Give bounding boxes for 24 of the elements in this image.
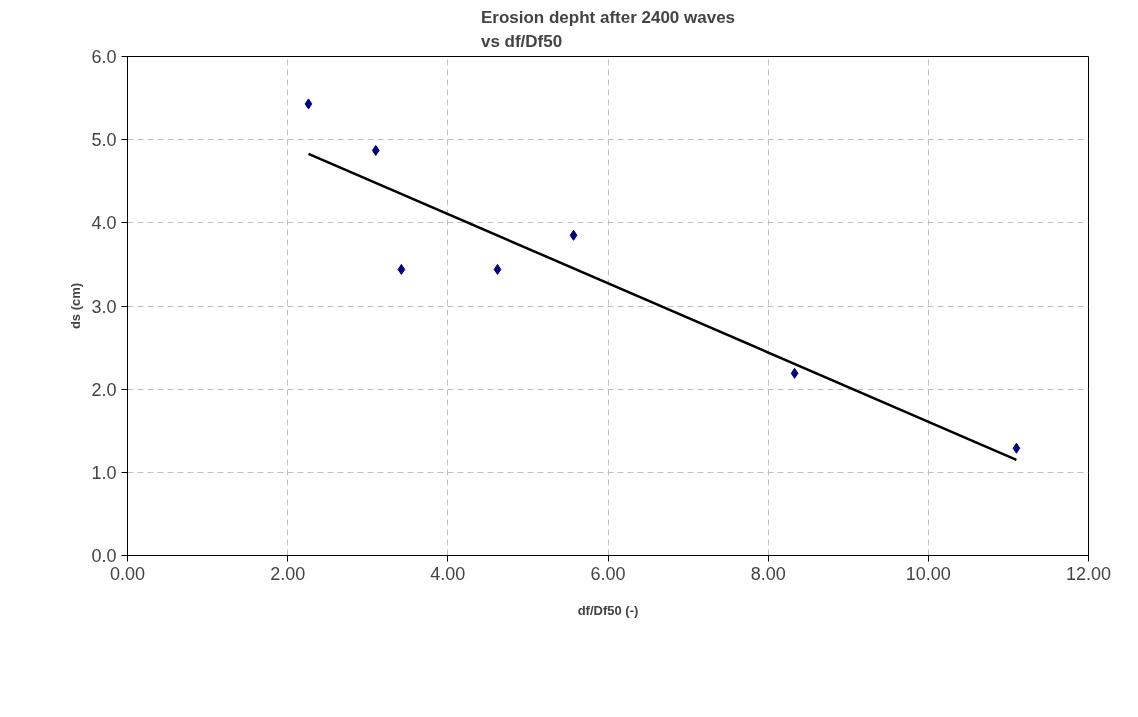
x-tick-label: 10.00 bbox=[905, 563, 951, 584]
point bbox=[569, 229, 578, 241]
y-axis-title: ds (cm) bbox=[68, 282, 84, 330]
x-tick-label: 6.00 bbox=[590, 563, 626, 584]
y-tick-label: 4.0 bbox=[91, 213, 117, 234]
y-tick-label: 6.0 bbox=[91, 47, 117, 67]
x-tick-label: 8.00 bbox=[750, 563, 786, 584]
point bbox=[790, 367, 799, 379]
point bbox=[304, 98, 313, 110]
y-tick-label: 3.0 bbox=[91, 296, 117, 317]
chart-title: Erosion depht after 2400 waves vs df/Df50 bbox=[480, 7, 736, 52]
y-tick-label: 2.0 bbox=[91, 379, 117, 400]
y-tick-label: 5.0 bbox=[91, 130, 117, 151]
y-tick-label: 0.0 bbox=[91, 546, 117, 566]
x-tick-label: 4.00 bbox=[430, 563, 466, 584]
x-tick-label: 0.00 bbox=[109, 563, 146, 584]
x-tick-label: 2.00 bbox=[270, 563, 306, 584]
point bbox=[493, 263, 502, 275]
y-tick-label: 1.0 bbox=[91, 462, 117, 483]
point bbox=[371, 144, 380, 156]
point bbox=[1012, 442, 1021, 454]
point bbox=[397, 263, 406, 275]
x-axis-title: df/Df50 (-) bbox=[577, 602, 639, 618]
x-tick-label: 12.00 bbox=[1065, 563, 1112, 584]
